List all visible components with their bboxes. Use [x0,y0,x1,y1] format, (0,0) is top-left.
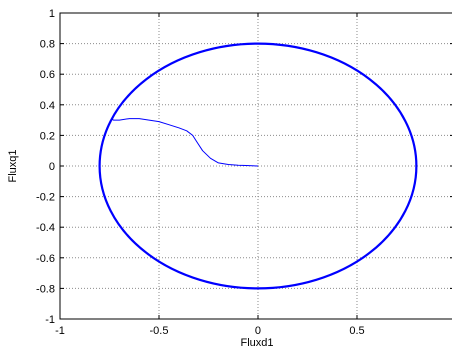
y-tick-label: 0.4 [40,100,55,112]
x-tick-label: -0.5 [150,325,169,337]
x-tick-label: 0.5 [349,325,364,337]
y-tick-label: 0.6 [40,69,55,81]
y-tick-label: -0.4 [36,222,55,234]
y-tick-label: 0.2 [40,130,55,142]
x-tick-label: -1 [55,325,65,337]
y-tick-label: -0.6 [36,253,55,265]
y-tick-label: 0.8 [40,39,55,51]
y-tick-label: 1 [49,8,55,20]
x-axis-label: Fluxd1 [240,337,273,349]
y-tick-label: -0.2 [36,192,55,204]
y-axis-label: Fluxq1 [7,149,19,182]
y-tick-label: 0 [49,161,55,173]
x-tick-label: 0 [255,325,261,337]
y-tick-label: -1 [45,314,55,326]
y-tick-label: -0.8 [36,283,55,295]
